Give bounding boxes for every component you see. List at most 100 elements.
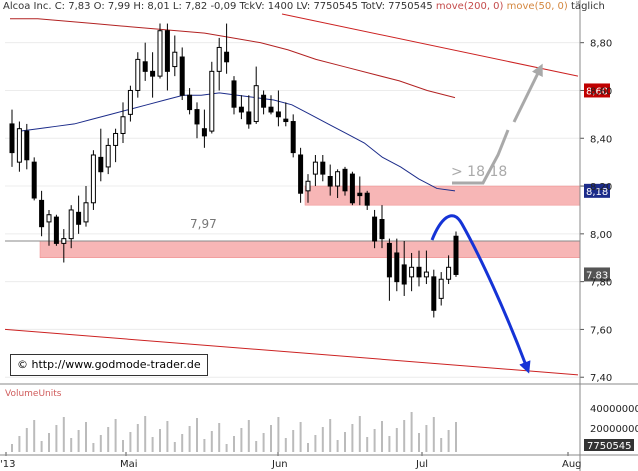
candle-body [238,106,244,113]
candle-body [224,51,230,63]
candle-body [261,94,267,108]
candle-body [135,58,141,91]
candle-body [68,209,74,240]
x-tick-label: Mai [120,459,138,470]
price-tag-last: 7,83 [586,270,608,281]
candle-body [9,123,15,154]
candle-body [164,30,170,72]
candle-body [201,128,207,137]
candle-body [142,61,148,72]
candle-body [305,180,311,192]
price-tag-ma200: 8,60 [586,86,608,97]
candle-body [120,116,126,134]
volume-last-value: 7750545 [587,441,632,452]
candle-body [357,192,363,197]
price-tag-last-bg [584,267,610,282]
candle-body [98,156,104,173]
candle-body [342,168,348,192]
target-path-lower [452,129,510,185]
candle-body [431,276,437,311]
candle-body [150,70,156,77]
candle-body [298,154,304,194]
candle-body [401,264,407,285]
candle-body [386,242,392,278]
trend-channel [4,13,579,376]
candle-body [283,118,289,123]
symbol-name: Alcoa Inc. [3,1,52,12]
candle-body [416,266,422,278]
candle-body [246,111,252,125]
candle-body [83,202,89,223]
chart-header: Alcoa Inc. C: 7,83 O: 7,99 H: 8,01 L: 7,… [3,1,605,12]
candle-body [335,171,341,187]
candle-body [39,199,45,228]
support-zone-lower [39,240,581,258]
period-label: täglich [571,1,605,12]
forecast-arrows [430,63,543,374]
y-tick-label: 8,20 [590,182,612,193]
candle-body [90,154,96,204]
candlesticks [9,23,459,318]
candle-body [409,266,415,278]
candle-body [253,85,259,123]
candle-body [423,271,429,278]
price-tag-ma50: 8,18 [586,187,608,198]
volume-tick-label: 40000000 [590,404,638,415]
volume-tick-label: 20000000 [590,424,638,435]
ma200-legend: move(200, 0) [435,1,504,12]
candle-body [320,161,326,175]
candle-body [105,144,111,168]
ma200-line [10,18,456,99]
candle-body [394,252,400,283]
ma50-line [19,92,456,192]
y-tick-label: 8,60 [590,86,612,97]
candle-body [24,130,30,161]
candle-body [349,173,355,204]
candle-body [16,128,22,163]
candle-body [61,238,67,244]
x-tick-label: Jul [415,459,428,470]
copyright-text: © http://www.godmode-trader.de [17,358,201,371]
candle-body [216,46,222,72]
y-tick-label: 7,80 [590,278,612,289]
moving-averages [10,18,456,192]
candle-body [53,216,59,244]
target-up-arrow [512,63,543,123]
candle-body [453,235,459,275]
copyright-box: © http://www.godmode-trader.de [10,354,208,376]
resistance-label: 7,97 [190,217,217,231]
candle-body [76,211,82,225]
candle-body [312,161,318,175]
candle-body [364,192,370,206]
price-tag-ma50-bg [584,183,610,198]
crossover-label: > 18,18 [451,164,507,180]
candle-body [372,216,378,242]
x-tick-label: '13 [0,459,15,470]
candle-body [157,30,163,77]
x-tick-label: Aug [562,459,582,470]
y-tick-label: 7,40 [590,373,612,384]
price-tag-ma200-bg [584,83,610,98]
y-tick-label: 8,40 [590,134,612,145]
candle-body [179,56,185,96]
candle-body [46,214,52,223]
candle-body [268,106,274,113]
ma50-legend: move(50, 0) [506,1,568,12]
channel-upper-line [281,13,579,77]
x-tick-label: Jun [271,459,288,470]
candle-body [327,175,333,187]
y-tick-label: 8,80 [590,39,612,50]
y-tick-label: 8,00 [590,230,612,241]
candle-body [275,111,281,118]
candle-body [438,278,444,299]
annotation-zones [5,185,581,258]
volume-label: VolumeUnits [5,389,62,399]
candle-body [172,51,178,68]
candle-body [113,132,119,146]
candle-body [127,89,133,115]
chart-annotations: 7,97 > 18,18 8,60 8,18 7,83 [190,83,610,282]
